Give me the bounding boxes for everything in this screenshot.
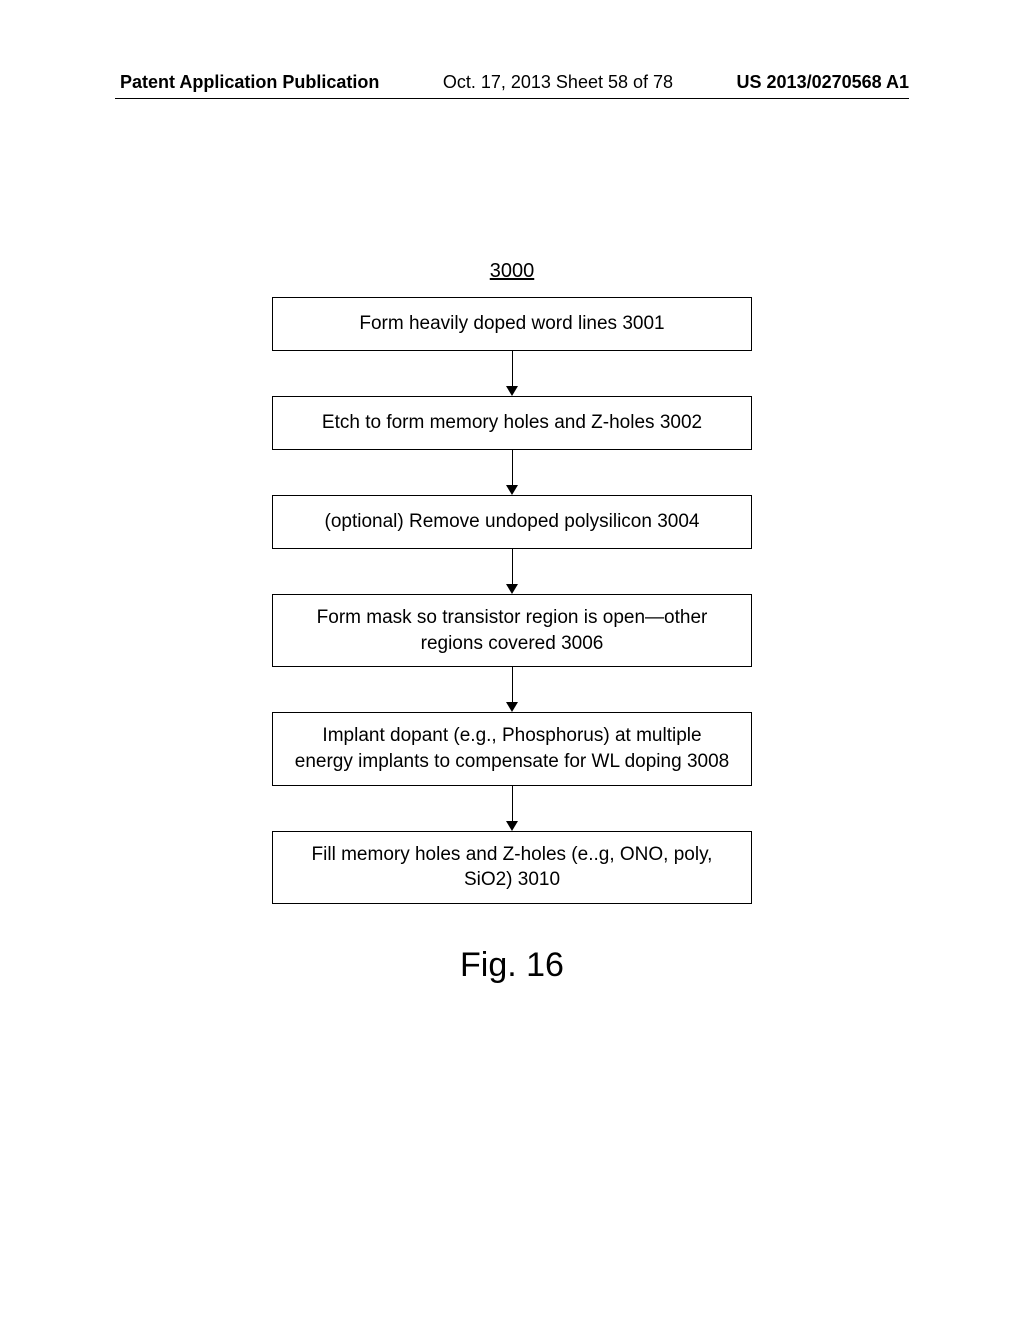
flow-step-3: (optional) Remove undoped polysilicon 30… (272, 495, 752, 549)
arrow-head-icon (506, 584, 518, 594)
flow-arrow (506, 786, 518, 831)
page-header: Patent Application Publication Oct. 17, … (0, 72, 1024, 93)
flow-step-2: Etch to form memory holes and Z-holes 30… (272, 396, 752, 450)
arrow-head-icon (506, 702, 518, 712)
flow-arrow (506, 549, 518, 594)
header-date-sheet: Oct. 17, 2013 Sheet 58 of 78 (443, 72, 673, 93)
arrow-head-icon (506, 386, 518, 396)
figure-number: 3000 (490, 260, 535, 283)
arrow-head-icon (506, 821, 518, 831)
header-rule (115, 98, 909, 99)
flow-step-6: Fill memory holes and Z-holes (e..g, ONO… (272, 831, 752, 904)
arrow-shaft (512, 549, 513, 585)
header-publication: Patent Application Publication (120, 72, 379, 93)
arrow-shaft (512, 667, 513, 703)
flow-step-label: Form mask so transistor region is open—o… (291, 605, 733, 656)
arrow-shaft (512, 351, 513, 387)
flow-arrow (506, 351, 518, 396)
figure-caption: Fig. 16 (460, 946, 564, 985)
arrow-shaft (512, 450, 513, 486)
flow-arrow (506, 450, 518, 495)
arrow-shaft (512, 786, 513, 822)
flow-step-5: Implant dopant (e.g., Phosphorus) at mul… (272, 712, 752, 785)
flow-step-label: Form heavily doped word lines 3001 (359, 311, 664, 337)
flowchart-figure: 3000 Form heavily doped word lines 3001 … (0, 260, 1024, 985)
arrow-head-icon (506, 485, 518, 495)
flow-step-label: Etch to form memory holes and Z-holes 30… (322, 410, 702, 436)
header-patent-number: US 2013/0270568 A1 (737, 72, 909, 93)
flow-arrow (506, 667, 518, 712)
flow-step-4: Form mask so transistor region is open—o… (272, 594, 752, 667)
flow-step-1: Form heavily doped word lines 3001 (272, 297, 752, 351)
flow-step-label: Implant dopant (e.g., Phosphorus) at mul… (291, 723, 733, 774)
flow-step-label: (optional) Remove undoped polysilicon 30… (325, 509, 700, 535)
flow-step-label: Fill memory holes and Z-holes (e..g, ONO… (291, 842, 733, 893)
